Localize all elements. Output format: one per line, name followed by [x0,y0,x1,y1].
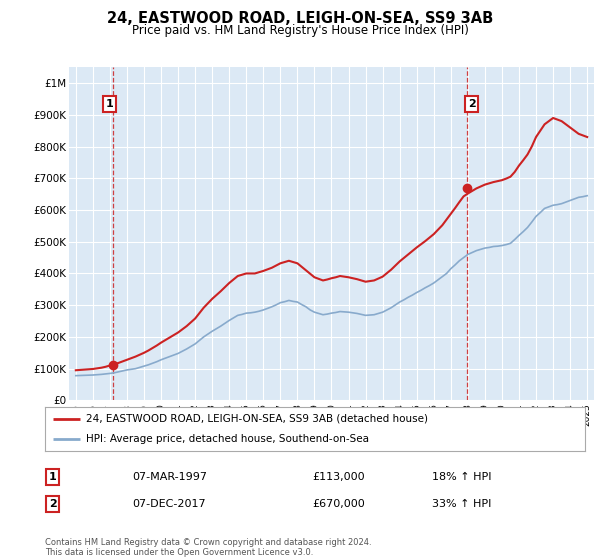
Text: 24, EASTWOOD ROAD, LEIGH-ON-SEA, SS9 3AB (detached house): 24, EASTWOOD ROAD, LEIGH-ON-SEA, SS9 3AB… [86,414,427,424]
Text: £670,000: £670,000 [312,499,365,509]
Text: 33% ↑ HPI: 33% ↑ HPI [432,499,491,509]
Text: 07-DEC-2017: 07-DEC-2017 [132,499,206,509]
Text: 2: 2 [468,99,475,109]
Text: 1: 1 [106,99,113,109]
Text: £113,000: £113,000 [312,472,365,482]
Text: 1: 1 [49,472,56,482]
Text: 2: 2 [49,499,56,509]
Text: Contains HM Land Registry data © Crown copyright and database right 2024.
This d: Contains HM Land Registry data © Crown c… [45,538,371,557]
Text: 18% ↑ HPI: 18% ↑ HPI [432,472,491,482]
Text: Price paid vs. HM Land Registry's House Price Index (HPI): Price paid vs. HM Land Registry's House … [131,24,469,36]
Text: HPI: Average price, detached house, Southend-on-Sea: HPI: Average price, detached house, Sout… [86,434,368,444]
Text: 07-MAR-1997: 07-MAR-1997 [132,472,207,482]
Text: 24, EASTWOOD ROAD, LEIGH-ON-SEA, SS9 3AB: 24, EASTWOOD ROAD, LEIGH-ON-SEA, SS9 3AB [107,11,493,26]
